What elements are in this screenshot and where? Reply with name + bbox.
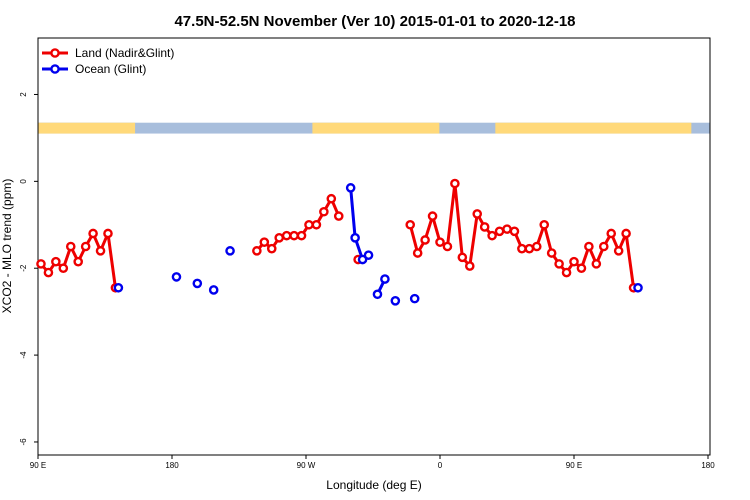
land-data-point [539, 219, 550, 230]
x-tick-label: 90 E [566, 461, 582, 470]
land-data-point [333, 211, 344, 221]
ocean-data-point [357, 254, 368, 265]
series-layer [36, 178, 643, 306]
ocean-data-point [372, 289, 383, 300]
ocean-data-point [171, 272, 182, 282]
land-data-point [442, 241, 453, 252]
land-data-point [531, 241, 542, 252]
legend: Land (Nadir&Glint) Ocean (Glint) [42, 46, 174, 76]
land-data-point [252, 246, 262, 256]
land-data-point [487, 230, 497, 241]
ocean-data-point [350, 233, 360, 243]
x-axis-label: Longitude (deg E) [326, 478, 421, 492]
land-data-point [464, 261, 475, 271]
y-tick-label: -6 [19, 438, 28, 446]
land-band-segment [312, 122, 440, 134]
ocean-data-point [363, 250, 374, 260]
legend-land-label: Land (Nadir&Glint) [75, 46, 174, 60]
land-ocean-band [38, 122, 710, 134]
land-data-point [621, 228, 631, 239]
land-data-point [289, 230, 299, 241]
land-data-point [450, 178, 460, 189]
ocean-data-point [208, 285, 219, 295]
y-tick-label: -4 [19, 351, 28, 359]
y-axis-label: XCO2 - MLO trend (ppm) [0, 179, 14, 314]
ocean-data-point [192, 278, 203, 289]
ocean-data-point [225, 246, 235, 256]
land-data-point [517, 243, 527, 254]
land-data-point [95, 246, 106, 256]
land-data-point [554, 259, 564, 269]
land-data-point [472, 209, 483, 219]
y-tick-label: 0 [19, 179, 28, 184]
land-data-point [51, 256, 61, 267]
land-data-point [613, 246, 624, 256]
x-tick-label: 180 [701, 461, 715, 470]
land-data-point [591, 259, 602, 269]
land-data-point [281, 230, 292, 241]
land-data-point [561, 267, 572, 278]
land-data-point [546, 248, 557, 258]
land-band-segment [495, 122, 692, 134]
land-data-point [457, 252, 468, 263]
land-data-point [88, 228, 98, 239]
land-data-point [479, 222, 490, 232]
land-data-point [319, 206, 329, 217]
land-data-point [494, 226, 505, 237]
x-tick-label: 90 W [297, 461, 316, 470]
land-data-point [584, 241, 594, 252]
land-data-point [266, 243, 277, 254]
land-data-point [405, 219, 416, 230]
land-data-point [103, 228, 113, 239]
plot-frame [37, 37, 711, 456]
x-axis: 90 E 180 90 W 0 90 E 180 [30, 455, 715, 470]
land-data-point [73, 256, 83, 267]
land-data-point [304, 219, 314, 230]
land-data-point [427, 211, 438, 221]
land-data-point [576, 263, 587, 274]
legend-ocean-marker [50, 64, 60, 74]
land-data-point [36, 259, 46, 269]
land-data-point [296, 230, 307, 241]
land-band-segment [38, 122, 136, 134]
land-data-point [412, 248, 423, 258]
ocean-data-point [345, 183, 356, 193]
land-data-point [274, 233, 285, 243]
ocean-series-line [349, 187, 370, 262]
land-data-point [80, 241, 91, 252]
x-tick-label: 90 E [30, 461, 46, 470]
y-tick-label: -2 [19, 264, 28, 272]
land-data-point [569, 256, 579, 267]
y-axis: 2 0 -2 -4 -6 [19, 92, 38, 446]
ocean-data-point [380, 274, 390, 284]
ocean-data-point [390, 295, 401, 306]
land-data-point [598, 241, 609, 252]
x-tick-label: 180 [165, 461, 179, 470]
x-tick-label: 0 [438, 461, 443, 470]
land-data-point [259, 237, 270, 247]
ocean-data-point [633, 282, 643, 293]
land-series-line [408, 182, 636, 288]
land-data-point [509, 226, 520, 237]
legend-ocean-label: Ocean (Glint) [75, 62, 146, 76]
land-data-point [606, 228, 617, 239]
chart-title: 47.5N-52.5N November (Ver 10) 2015-01-01… [174, 13, 575, 30]
land-data-point [311, 219, 322, 230]
legend-land-marker [50, 48, 60, 58]
land-data-point [326, 193, 337, 204]
land-series-line [255, 197, 341, 252]
land-data-point [420, 235, 430, 245]
y-tick-label: 2 [19, 92, 28, 97]
ocean-data-point [409, 293, 420, 304]
land-data-point [435, 237, 445, 247]
ocean-data-point [113, 282, 124, 293]
land-data-point [58, 263, 69, 274]
land-data-point [43, 267, 54, 278]
land-data-point [502, 224, 512, 234]
land-data-point [524, 243, 535, 254]
land-data-point [65, 241, 76, 252]
